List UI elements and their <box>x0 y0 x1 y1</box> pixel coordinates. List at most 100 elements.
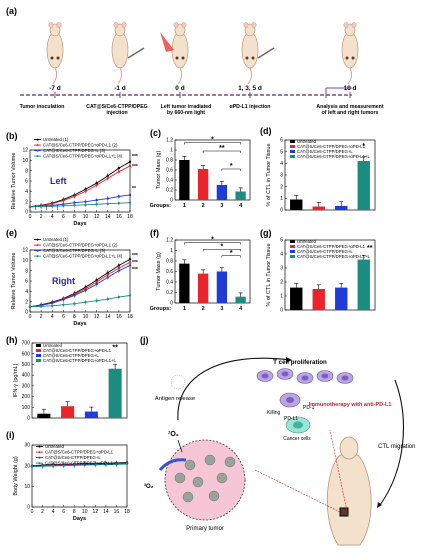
data-point <box>106 273 109 276</box>
zoom-line <box>329 429 349 517</box>
x-tick-label: 2 <box>40 314 43 320</box>
significance-mark: * <box>221 243 224 250</box>
data-point <box>62 199 65 202</box>
panel-a-label: (a) <box>6 6 17 16</box>
mouse-body <box>171 31 189 69</box>
y-tick-label: 10 <box>22 158 28 164</box>
y-tick-label: 20 <box>24 463 30 469</box>
mouse-ear <box>48 22 54 28</box>
x-tick-label: 4 <box>51 214 54 220</box>
x-tick-label: 14 <box>103 509 109 515</box>
data-point <box>128 294 132 297</box>
significance-mark: ** <box>132 186 136 192</box>
data-point <box>128 160 132 164</box>
legend-entry: Untreated <box>45 444 64 449</box>
bar <box>312 206 325 210</box>
x-axis-label: Groups: <box>150 306 172 312</box>
x-tick-label: 18 <box>127 214 133 220</box>
y-tick-label: 1 <box>280 196 283 202</box>
mouse-tail <box>347 67 353 85</box>
line-chart: 0 2 4 6 8 10 12 Relative Tumor Volume 0 2 4 6 8 10 12 1… <box>11 237 138 327</box>
mouse-tail <box>52 67 58 85</box>
y-tick-label: 1.2 <box>166 138 173 144</box>
tumor-dot <box>175 56 179 60</box>
legend-marker <box>38 445 41 448</box>
y-tick-label: 0 <box>280 208 283 214</box>
nanoparticle <box>182 491 194 503</box>
data-point <box>117 295 121 299</box>
x-tick-label: 0 <box>29 314 32 320</box>
data-point <box>117 195 121 198</box>
legend-entry: CAT@S/Ce6-CTPP/DPEG+αPD-L1+L (4) <box>43 154 123 159</box>
mouse-illustration <box>111 22 145 85</box>
x-tick-label: 16 <box>116 314 122 320</box>
data-point <box>115 463 118 466</box>
data-point <box>73 294 76 297</box>
y-tick-label: 0 <box>25 310 28 316</box>
legend-entry: CAT@S/Ce6-CTPP/DPEG+αPD-L1 (2) <box>43 243 118 248</box>
nanoparticle <box>224 456 236 468</box>
cycle-arrow <box>177 357 291 421</box>
y-axis-label: Body Weight (g) <box>13 456 19 496</box>
legend-marker <box>38 451 41 454</box>
label-o2-triplet: ³O₂ <box>144 483 154 490</box>
line-chart: 0 2 4 6 8 10 12 Relative Tumor Volume 0 2 4 6 8 10 12 1… <box>11 137 138 227</box>
bar <box>235 191 246 200</box>
y-tick-label: 0.8 <box>166 158 173 164</box>
significance-bracket <box>221 255 241 258</box>
significance-mark: *** <box>132 267 138 273</box>
legend-entry: CAT@S/Ce6-CTPP/DPEG+αPD-L1+L <box>297 254 371 259</box>
label-killing: Killing <box>267 410 281 416</box>
mouse-illustration <box>341 22 359 85</box>
data-point <box>51 304 54 307</box>
panel-f-label: (f) <box>150 228 159 238</box>
y-tick-label: 700 <box>22 341 31 347</box>
plot-frame <box>284 239 376 311</box>
data-point <box>106 276 109 279</box>
data-point <box>62 464 65 467</box>
bar <box>290 199 303 210</box>
x-axis-label: Groups: <box>150 203 172 209</box>
legend-marker <box>36 238 39 241</box>
data-point <box>83 463 86 467</box>
mouse-body <box>111 31 129 69</box>
y-tick-label: 6 <box>25 179 28 185</box>
legend-swatch <box>36 359 41 362</box>
group-label: 1 <box>183 203 186 209</box>
y-tick-label: 300 <box>22 383 31 389</box>
y-tick-label: 8 <box>25 268 28 274</box>
x-tick-label: 4 <box>52 509 55 515</box>
y-axis-label: Tumor Mass (g) <box>156 151 162 190</box>
y-axis-label: % of CTL in Tumor Tissue <box>266 143 272 206</box>
data-point <box>95 299 98 302</box>
data-point <box>28 305 32 309</box>
label-pdl1: PD-L1 <box>284 416 298 422</box>
significance-mark: *** <box>132 154 138 160</box>
series-line <box>29 261 131 308</box>
effector-nucleus <box>286 397 294 403</box>
label-tcell: T cell proliferation <box>273 359 327 366</box>
t-cell-nucleus <box>261 373 269 379</box>
panel-d-label: (d) <box>260 126 272 136</box>
data-point <box>128 193 132 197</box>
x-tick-label: 18 <box>124 509 130 515</box>
x-tick-label: 10 <box>83 314 89 320</box>
antigen-cluster <box>170 374 186 390</box>
x-tick-label: 12 <box>94 314 100 320</box>
y-axis-label: IFN-γ (pg/mL) <box>13 363 19 397</box>
mouse-illustration <box>241 22 275 85</box>
legend-entry: CAT@S/Ce6-CTPP/DPEG+αPD-L1 (2) <box>43 143 118 148</box>
data-point <box>128 201 132 204</box>
legend-entry: CAT@S/Ce6-CTPP/DPEG+L (3) <box>43 248 106 253</box>
legend-entry: CAT@S/Ce6-CTPP/DPEG+L <box>297 149 353 154</box>
y-axis-label: Relative Tumor Volume <box>11 253 17 310</box>
timeline-day: 0 d <box>175 85 184 92</box>
timeline-event: Tumor inoculation <box>20 104 65 110</box>
tumor-dot <box>251 56 255 60</box>
y-tick-label: 2 <box>25 299 28 305</box>
significance-bracket <box>184 142 241 145</box>
x-tick-label: 10 <box>83 214 89 220</box>
data-point <box>128 261 132 264</box>
y-tick-label: 3 <box>280 266 283 272</box>
data-point <box>106 297 109 301</box>
